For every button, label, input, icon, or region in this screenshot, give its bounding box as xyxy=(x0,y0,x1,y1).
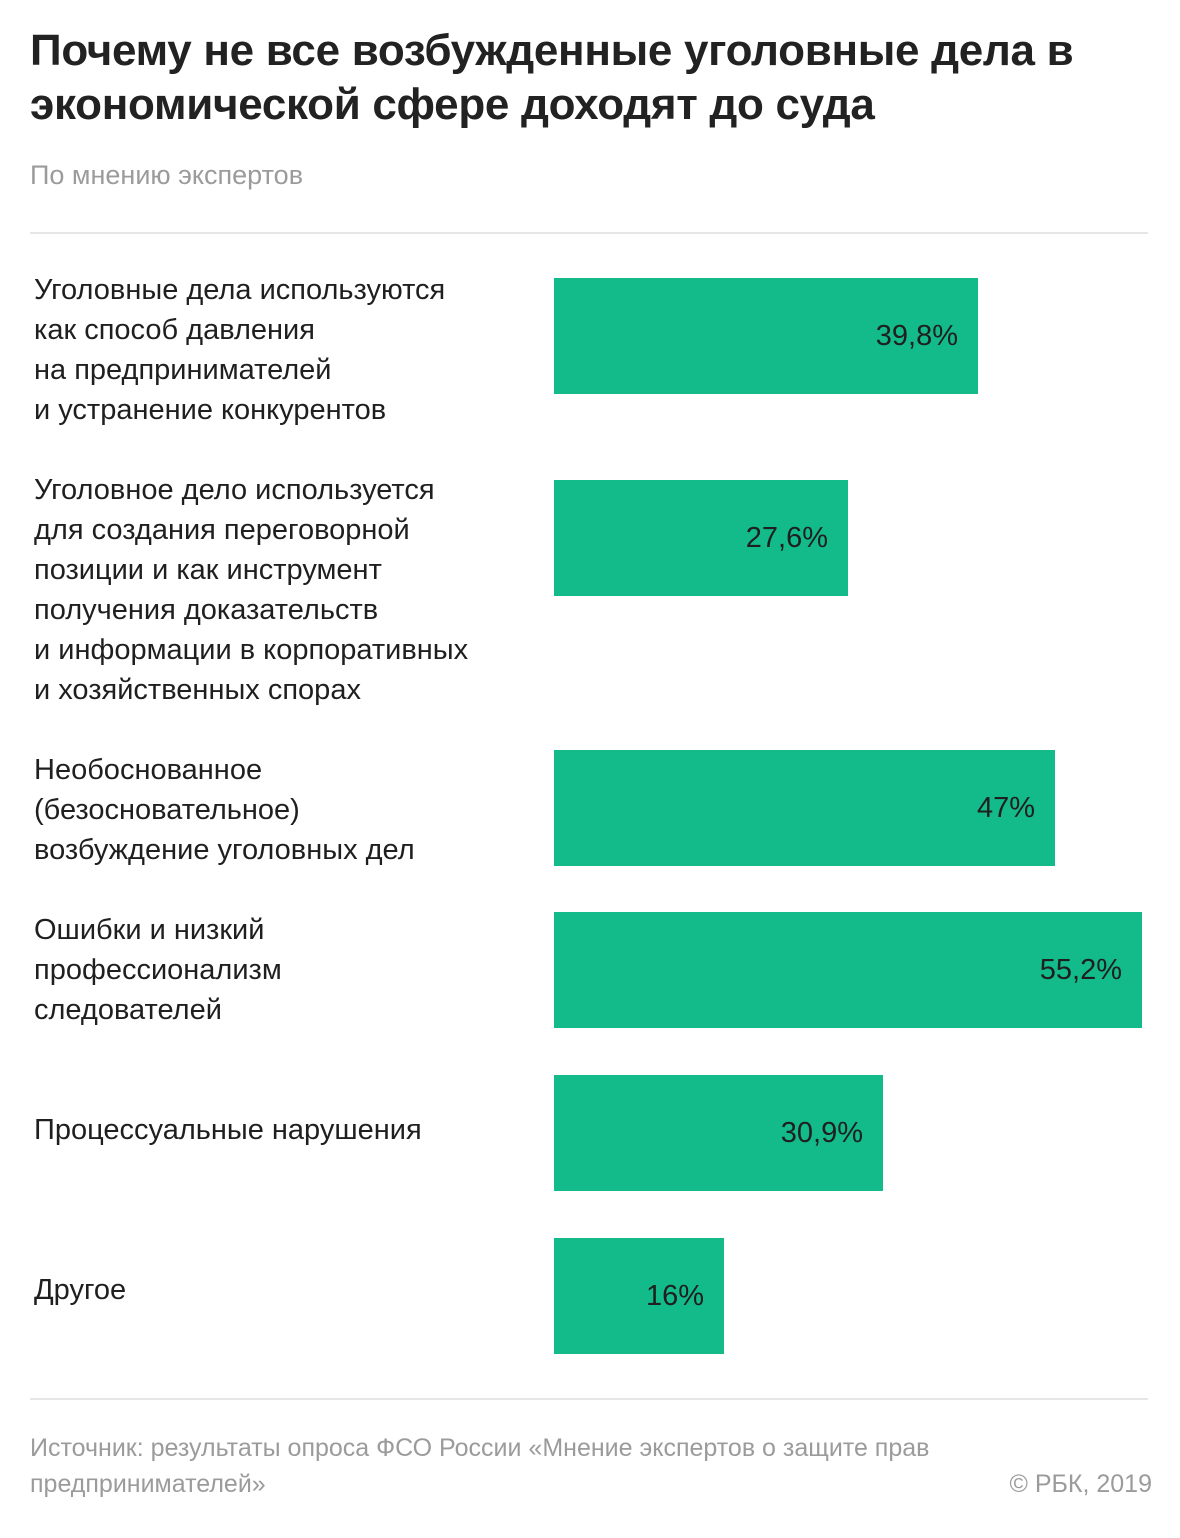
bar-value-label: 55,2% xyxy=(1039,953,1122,986)
chart-title: Почему не все возбужденные уголовные дел… xyxy=(30,26,1074,129)
bottom-divider xyxy=(30,1398,1148,1400)
bar: 47% xyxy=(554,750,1055,866)
bar-value-label: 47% xyxy=(976,791,1035,824)
bar-value-label: 27,6% xyxy=(745,521,828,554)
copyright: © РБК, 2019 xyxy=(1009,1470,1152,1498)
category-label: Другое xyxy=(34,1274,127,1306)
bar: 16% xyxy=(554,1238,724,1354)
bar-value-label: 30,9% xyxy=(780,1116,863,1149)
category-label: Необоснованное (безосновательное) возбуж… xyxy=(34,754,415,866)
category-label: Уголовные дела используются как способ д… xyxy=(34,274,446,426)
bar-value-label: 39,8% xyxy=(875,319,958,352)
source-note: Источник: результаты опроса ФСО России «… xyxy=(30,1434,930,1498)
top-divider xyxy=(30,232,1148,234)
category-label: Ошибки и низкий профессионализм следоват… xyxy=(34,914,282,1026)
chart-subtitle: По мнению экспертов xyxy=(30,160,304,190)
category-label: Процессуальные нарушения xyxy=(34,1114,422,1146)
bar: 27,6% xyxy=(554,480,848,596)
bar: 39,8% xyxy=(554,278,978,394)
bar: 30,9% xyxy=(554,1075,883,1191)
bar-value-label: 16% xyxy=(645,1279,704,1312)
bar: 55,2% xyxy=(554,912,1142,1028)
category-label: Уголовное дело используется для создания… xyxy=(34,474,469,706)
